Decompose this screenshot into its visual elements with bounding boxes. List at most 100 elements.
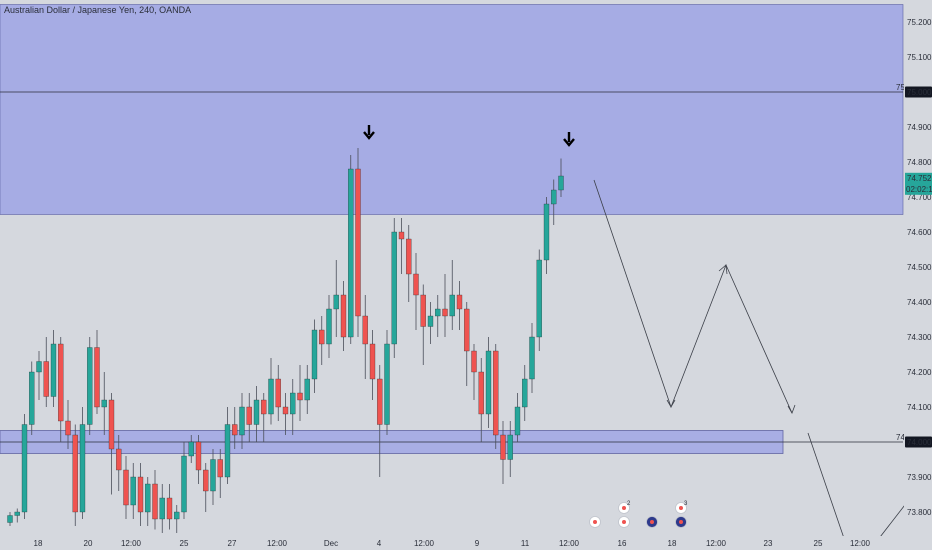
candle-body [130, 476, 136, 506]
candle-body [253, 399, 260, 425]
candle-body [188, 441, 194, 457]
flag-event-icon[interactable]: 3 [675, 501, 689, 514]
time-tick-label: 18 [668, 539, 677, 548]
candle-body [500, 434, 506, 460]
price-tick-label: 74.100 [907, 403, 932, 412]
candle-body [65, 420, 71, 436]
candle [449, 260, 455, 330]
time-tick-label: 11 [521, 539, 530, 548]
flag-event-icon[interactable] [675, 516, 687, 528]
candle-body [275, 378, 281, 408]
projection-path[interactable] [807, 432, 849, 550]
candle [290, 379, 296, 435]
down-arrow-icon[interactable] [563, 132, 575, 147]
flag-event-icon[interactable]: 2 [618, 501, 632, 514]
candle-body [246, 406, 252, 425]
candle [558, 158, 564, 197]
line-badge-text-74: 74.000 [907, 438, 932, 447]
candle-body [333, 294, 339, 310]
price-tick-label: 75.200 [907, 18, 932, 27]
candle-body [282, 406, 289, 415]
time-tick-label: 16 [618, 539, 627, 548]
candle-body [181, 455, 187, 513]
candle [108, 393, 115, 495]
current-price-label: 74.752 [907, 174, 932, 183]
candle [14, 508, 20, 523]
candle [514, 393, 521, 442]
candle-body [152, 483, 158, 520]
candle-body [72, 434, 78, 513]
candle-body [116, 448, 122, 471]
projection-path[interactable] [593, 179, 793, 414]
current-price-badge [905, 172, 932, 195]
candle [261, 393, 267, 442]
candle-body [94, 347, 100, 408]
candle-body [159, 497, 165, 520]
candle [123, 456, 129, 519]
candle [275, 365, 281, 421]
candle-body [87, 347, 93, 425]
flag-event-icon[interactable] [646, 516, 658, 528]
event-dot [679, 506, 683, 510]
candle-body [319, 329, 325, 345]
price-tick-label: 73.900 [907, 473, 932, 482]
price-tick-label: 74.300 [907, 333, 932, 342]
candle [36, 351, 42, 400]
candle-body [362, 315, 368, 345]
candle-body [420, 294, 426, 327]
candle-body [406, 238, 412, 275]
price-tick-label: 75.100 [907, 53, 932, 62]
candle-body [21, 424, 28, 513]
candle [181, 442, 187, 519]
candle [413, 253, 419, 330]
candle [398, 218, 405, 274]
candle-body [174, 511, 180, 520]
candle-body [166, 497, 173, 520]
candle-body [224, 424, 231, 478]
candle [340, 281, 347, 351]
candle-body [485, 350, 492, 415]
candle [311, 319, 318, 393]
candle [29, 361, 35, 435]
candle-body [478, 371, 484, 415]
candle-body [449, 294, 455, 317]
candle-body [377, 378, 383, 425]
candle-body [290, 392, 296, 415]
candle-body [137, 476, 144, 513]
price-tick-label: 74.900 [907, 123, 932, 132]
time-tick-label: 12:00 [121, 539, 142, 548]
price-tick-label: 74.400 [907, 298, 932, 307]
candle-body [529, 336, 535, 380]
time-tick-label: 18 [34, 539, 43, 548]
projection-arrowhead [718, 264, 728, 275]
candle [152, 470, 158, 530]
candle [65, 400, 71, 449]
candle [369, 330, 376, 400]
candle [246, 393, 252, 442]
candle-body [14, 511, 20, 516]
line-badge-text-75: 75.000 [907, 88, 932, 97]
candle-body [413, 273, 419, 296]
candle-body [536, 259, 542, 338]
flag-event-icon[interactable] [618, 516, 630, 528]
time-tick-label: Dec [324, 539, 338, 548]
down-arrow-icon[interactable] [363, 125, 375, 140]
candle [50, 330, 57, 407]
candle-body [514, 406, 521, 436]
time-axis[interactable] [0, 536, 904, 550]
time-tick-label: 12:00 [414, 539, 435, 548]
candle-body [217, 459, 223, 478]
candle-body [29, 371, 35, 425]
price-axis[interactable] [904, 0, 932, 550]
price-tick-label: 74.600 [907, 228, 932, 237]
flag-event-icon[interactable] [589, 516, 601, 528]
candle [507, 421, 513, 477]
time-tick-label: 4 [377, 539, 382, 548]
candle-body [551, 189, 557, 205]
candle [442, 274, 448, 337]
candle-body [384, 343, 390, 425]
line-badge-75 [905, 86, 932, 98]
candle-body [442, 308, 448, 317]
